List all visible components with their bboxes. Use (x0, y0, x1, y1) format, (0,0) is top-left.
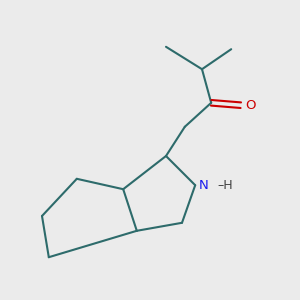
Text: –H: –H (217, 179, 233, 192)
Text: O: O (245, 99, 255, 112)
Text: N: N (198, 179, 208, 192)
